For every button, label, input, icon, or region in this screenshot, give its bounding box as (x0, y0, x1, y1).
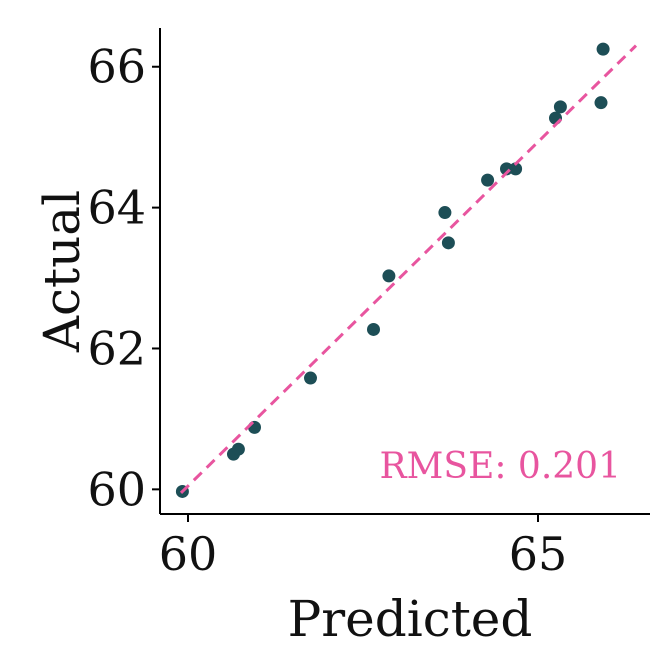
axes-layer (159, 28, 650, 515)
data-point (596, 42, 610, 56)
data-point (231, 442, 245, 456)
data-point (500, 162, 513, 176)
points-layer (175, 42, 610, 498)
y-axis-title: Actual (33, 190, 91, 353)
reference-line-layer (179, 44, 638, 494)
data-point (304, 371, 317, 385)
y-tick-label: 60 (87, 462, 146, 516)
x-tick-label: 60 (159, 527, 218, 581)
y-tick-label: 64 (87, 181, 146, 235)
data-point (367, 322, 380, 336)
reference-line (179, 44, 638, 494)
y-tick-label: 66 (87, 40, 146, 94)
data-point (594, 96, 608, 110)
data-point (553, 100, 567, 114)
x-axis-title: Predicted (288, 590, 533, 646)
y-ticks: 60 62 64 66 (87, 40, 160, 516)
x-tick-label: 65 (509, 527, 568, 581)
y-tick-label: 62 (87, 321, 146, 375)
data-point (248, 420, 261, 434)
data-point (509, 162, 523, 176)
x-ticks: 60 65 (159, 514, 568, 581)
data-point (382, 269, 396, 283)
data-point (441, 236, 455, 250)
rmse-annotation: RMSE: 0.201 (379, 446, 621, 487)
data-point (438, 206, 452, 220)
data-point (481, 173, 495, 187)
